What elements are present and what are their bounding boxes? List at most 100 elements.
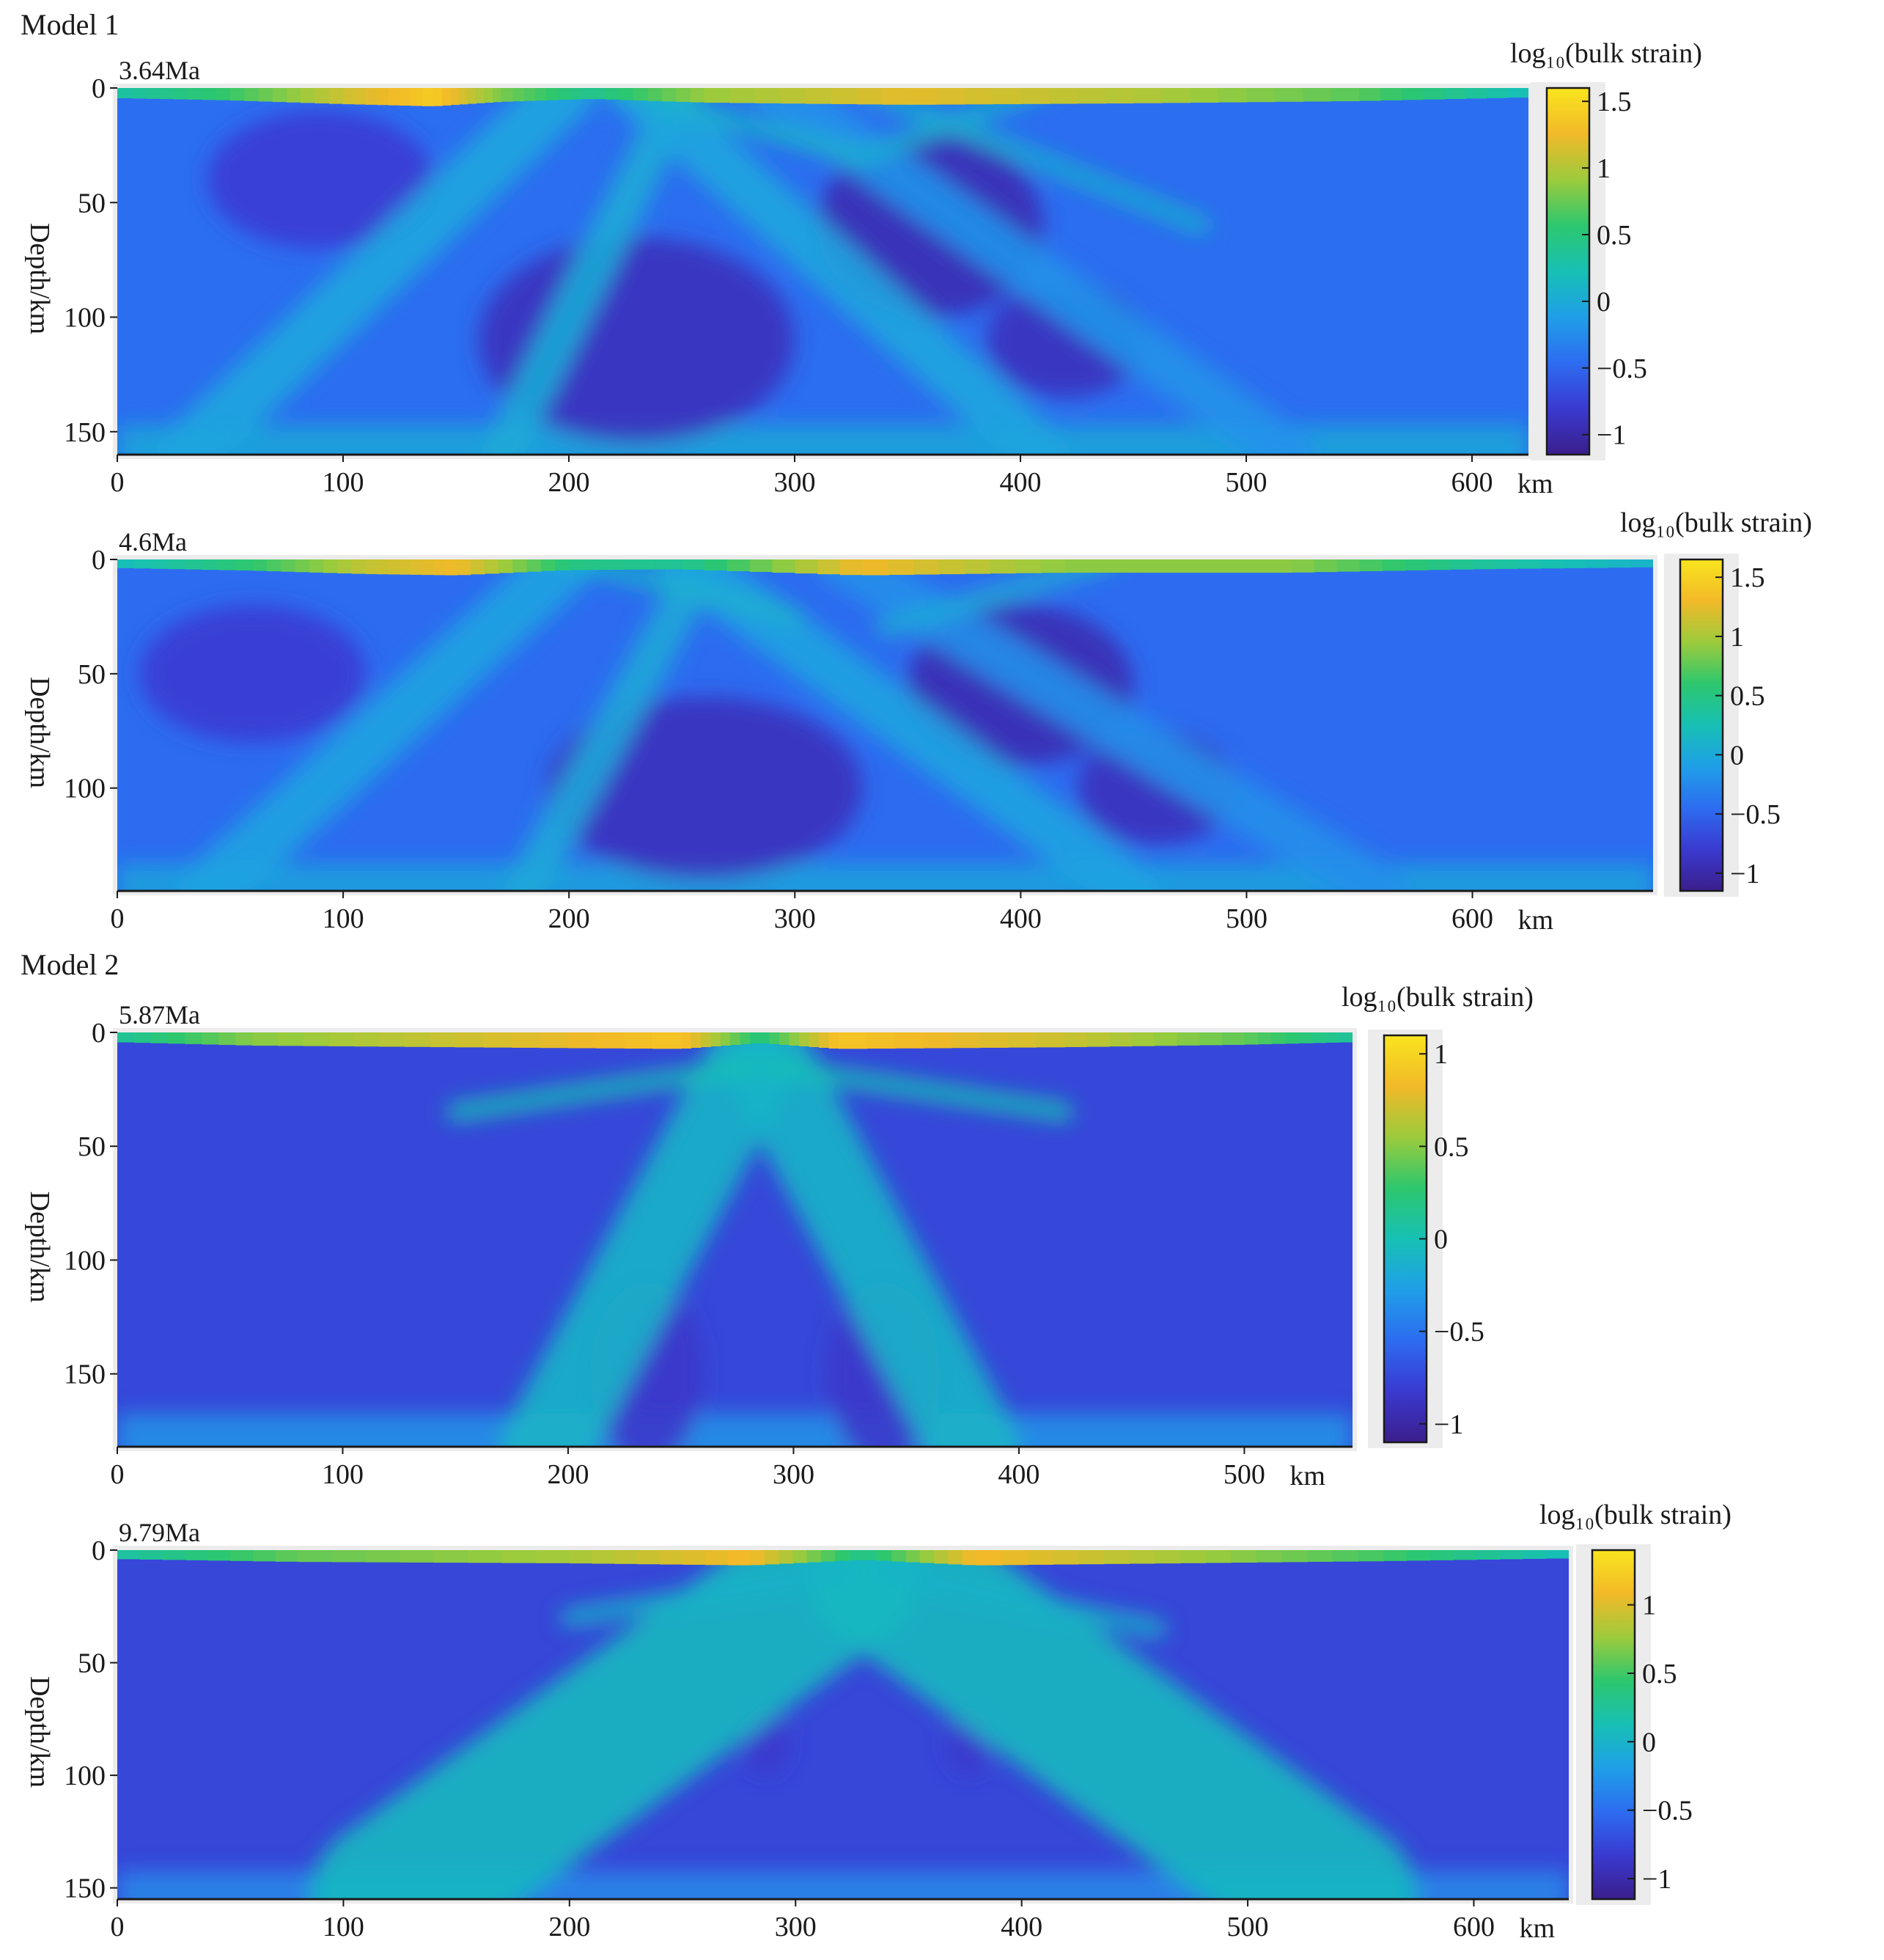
surface-strain-segment bbox=[185, 1032, 203, 1044]
time-label: 3.64Ma bbox=[119, 56, 200, 85]
surface-strain-segment bbox=[343, 88, 356, 105]
x-tick-label: 400 bbox=[1000, 903, 1042, 934]
surface-strain-segment bbox=[964, 88, 993, 105]
surface-strain-segment bbox=[1131, 1032, 1155, 1046]
surface-strain-segment bbox=[351, 559, 367, 574]
x-tick-label: 200 bbox=[548, 903, 590, 934]
y-tick-label: 100 bbox=[64, 303, 106, 334]
x-tick-label: 500 bbox=[1227, 1912, 1269, 1942]
colorbar-tick-label: −1 bbox=[1730, 859, 1759, 889]
surface-strain-segment bbox=[569, 88, 581, 100]
surface-strain-segment bbox=[1359, 559, 1383, 572]
surface-strain-segment bbox=[938, 559, 965, 575]
surface-strain-segment bbox=[388, 88, 400, 106]
surface-strain-segment bbox=[1562, 559, 1586, 568]
x-tick-label: 600 bbox=[1451, 903, 1493, 934]
surface-strain-segment bbox=[633, 88, 649, 101]
surface-strain-segment bbox=[1608, 559, 1632, 568]
surface-strain-segment bbox=[662, 88, 677, 102]
surface-strain-segment bbox=[592, 1550, 616, 1564]
surface-strain-segment bbox=[964, 559, 990, 574]
surface-strain-segment bbox=[1035, 1032, 1065, 1048]
shear-band bbox=[500, 1032, 794, 1447]
chart-panel: 3.64Ma 0 50 100 150 Depth/km 0 100 200 300 400 500 6… bbox=[24, 38, 1702, 499]
surface-strain-segment bbox=[1244, 1032, 1259, 1045]
surface-strain-segment bbox=[1271, 1032, 1286, 1044]
colorbar-scale bbox=[1591, 1549, 1636, 1901]
surface-strain-segment bbox=[979, 1032, 1009, 1048]
surface-strain-segment bbox=[919, 1550, 935, 1563]
y-axis-label: Depth/km bbox=[24, 1676, 55, 1788]
colorbar-title: log₁₀(bulk strain) bbox=[1510, 38, 1702, 69]
surface-strain-segment bbox=[1311, 1032, 1327, 1043]
surface-strain-segment bbox=[639, 559, 655, 570]
surface-strain-segment bbox=[1476, 1550, 1501, 1560]
surface-strain-segment bbox=[1383, 1550, 1408, 1561]
surface-strain-segment bbox=[727, 1550, 751, 1566]
surface-strain-segment bbox=[755, 88, 781, 103]
surface-strain-segment bbox=[379, 1032, 406, 1047]
surface-strain-segment bbox=[606, 88, 621, 100]
x-unit-label: km bbox=[1517, 469, 1553, 499]
surface-strain-segment bbox=[750, 1550, 765, 1566]
colorbar-scale bbox=[1679, 558, 1724, 892]
surface-strain-segment bbox=[557, 88, 570, 100]
x-tick-label: 300 bbox=[774, 903, 816, 934]
surface-strain-segment bbox=[1154, 1550, 1181, 1564]
shear-band bbox=[503, 559, 725, 891]
surface-strain-segment bbox=[244, 88, 260, 101]
surface-strain-segment bbox=[512, 1032, 541, 1048]
surface-strain-segment bbox=[400, 559, 412, 575]
surface-strain-segment bbox=[252, 559, 268, 571]
surface-strain-segment bbox=[637, 1550, 661, 1565]
surface-strain-segment bbox=[512, 559, 528, 573]
surface-strain-segment bbox=[888, 559, 915, 575]
surface-strain-segment bbox=[1053, 1550, 1079, 1565]
field-features bbox=[117, 88, 1528, 455]
surface-strain-segment bbox=[484, 88, 494, 103]
surface-strain-segment bbox=[935, 88, 965, 105]
surface-strain-segment bbox=[951, 1032, 981, 1049]
x-tick-label: 0 bbox=[111, 1459, 125, 1490]
y-tick-label: 50 bbox=[78, 1648, 106, 1679]
low-strain-zone bbox=[478, 237, 795, 444]
surface-strain-segment bbox=[298, 1550, 333, 1563]
shear-band bbox=[762, 1057, 1073, 1121]
x-tick-label: 100 bbox=[323, 1912, 364, 1942]
low-strain-zone bbox=[207, 111, 434, 249]
surface-strain-segment bbox=[501, 1550, 537, 1563]
base-layer bbox=[117, 1413, 1353, 1447]
x-tick-label: 600 bbox=[1451, 467, 1493, 498]
surface-strain-segment bbox=[597, 559, 612, 570]
colorbar-tick-label: −1 bbox=[1597, 420, 1626, 451]
surface-strain-segment bbox=[710, 1032, 721, 1046]
surface-strain-segment bbox=[1281, 1550, 1309, 1563]
surface-strain-segment bbox=[992, 88, 1021, 105]
surface-strain-segment bbox=[1064, 1032, 1088, 1048]
surface-strain-segment bbox=[1382, 559, 1406, 571]
surface-strain-segment bbox=[849, 1550, 864, 1560]
surface-strain-segment bbox=[614, 1550, 639, 1564]
surface-strain-segment bbox=[828, 1032, 839, 1049]
surface-strain-segment bbox=[749, 1032, 761, 1043]
x-tick-label: 500 bbox=[1226, 467, 1267, 498]
x-tick-label: 100 bbox=[323, 467, 364, 498]
colorbar-title: log₁₀(bulk strain) bbox=[1342, 982, 1534, 1013]
model-2-label: Model 2 bbox=[21, 948, 119, 981]
surface-strain-segment bbox=[475, 88, 485, 103]
colorbar-tick-label: 0.5 bbox=[1642, 1659, 1677, 1689]
colorbar-tick-label: 1.5 bbox=[1730, 562, 1765, 593]
y-tick-label: 100 bbox=[64, 774, 106, 804]
surface-strain-segment bbox=[131, 88, 147, 99]
surface-strain-segment bbox=[218, 1032, 237, 1046]
surface-strain-segment bbox=[303, 1032, 330, 1046]
surface-strain-segment bbox=[1517, 559, 1541, 569]
surface-strain-segment bbox=[1472, 559, 1496, 570]
surface-strain-segment bbox=[168, 559, 186, 570]
surface-strain-segment bbox=[780, 88, 807, 104]
surface-strain-segment bbox=[923, 1032, 952, 1049]
colorbar-tick-label: −0.5 bbox=[1642, 1796, 1693, 1827]
x-tick-label: 300 bbox=[773, 1459, 814, 1490]
surface-strain-segment bbox=[235, 559, 254, 571]
surface-strain-segment bbox=[139, 1550, 163, 1560]
